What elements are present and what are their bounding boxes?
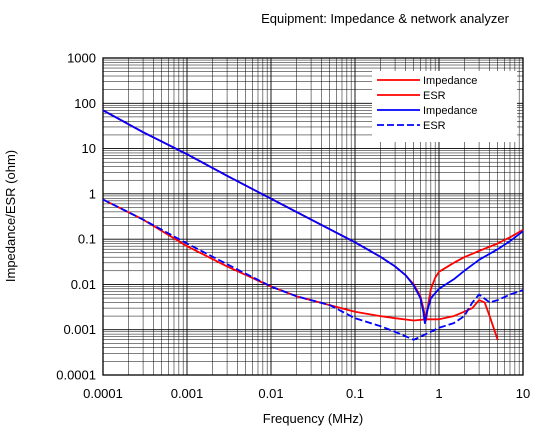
y-tick-label: 0.1 [78,232,96,247]
y-tick-label: 10 [82,141,96,156]
y-tick-label: 1000 [67,51,96,66]
y-tick-label: 1 [89,186,96,201]
y-tick-labels: 0.0001 0.001 0.01 0.1 1 10 100 1000 [56,51,96,383]
y-axis-title: Impedance/ESR (ohm) [3,150,18,282]
legend-label: ESR [423,120,446,132]
x-tick-label: 0.01 [258,386,283,401]
series-line-4 [102,198,524,341]
x-tick-label: 10 [516,386,530,401]
x-tick-labels: 0.0001 0.001 0.01 0.1 1 10 [83,386,530,401]
y-tick-label: 0.001 [63,322,96,337]
series-lines [102,109,524,341]
series-line-3 [102,109,524,324]
y-tick-label: 0.01 [71,277,96,292]
plot-frame [102,57,524,376]
legend: Impedance ESR Impedance ESR [372,71,517,142]
legend-label: ESR [423,90,446,102]
y-tick-label: 100 [74,96,96,111]
chart-title: Equipment: Impedance & network analyzer [261,11,510,26]
x-axis-title: Frequency (MHz) [263,411,363,426]
x-tick-label: 0.1 [346,386,364,401]
x-tick-label: 0.001 [171,386,204,401]
series-line-2 [102,198,499,341]
legend-label: Impedance [423,105,477,117]
x-tick-label: 1 [435,386,442,401]
legend-box [372,71,517,142]
legend-label: Impedance [423,75,477,87]
x-tick-label: 0.0001 [83,386,123,401]
y-tick-label: 0.0001 [56,368,96,383]
